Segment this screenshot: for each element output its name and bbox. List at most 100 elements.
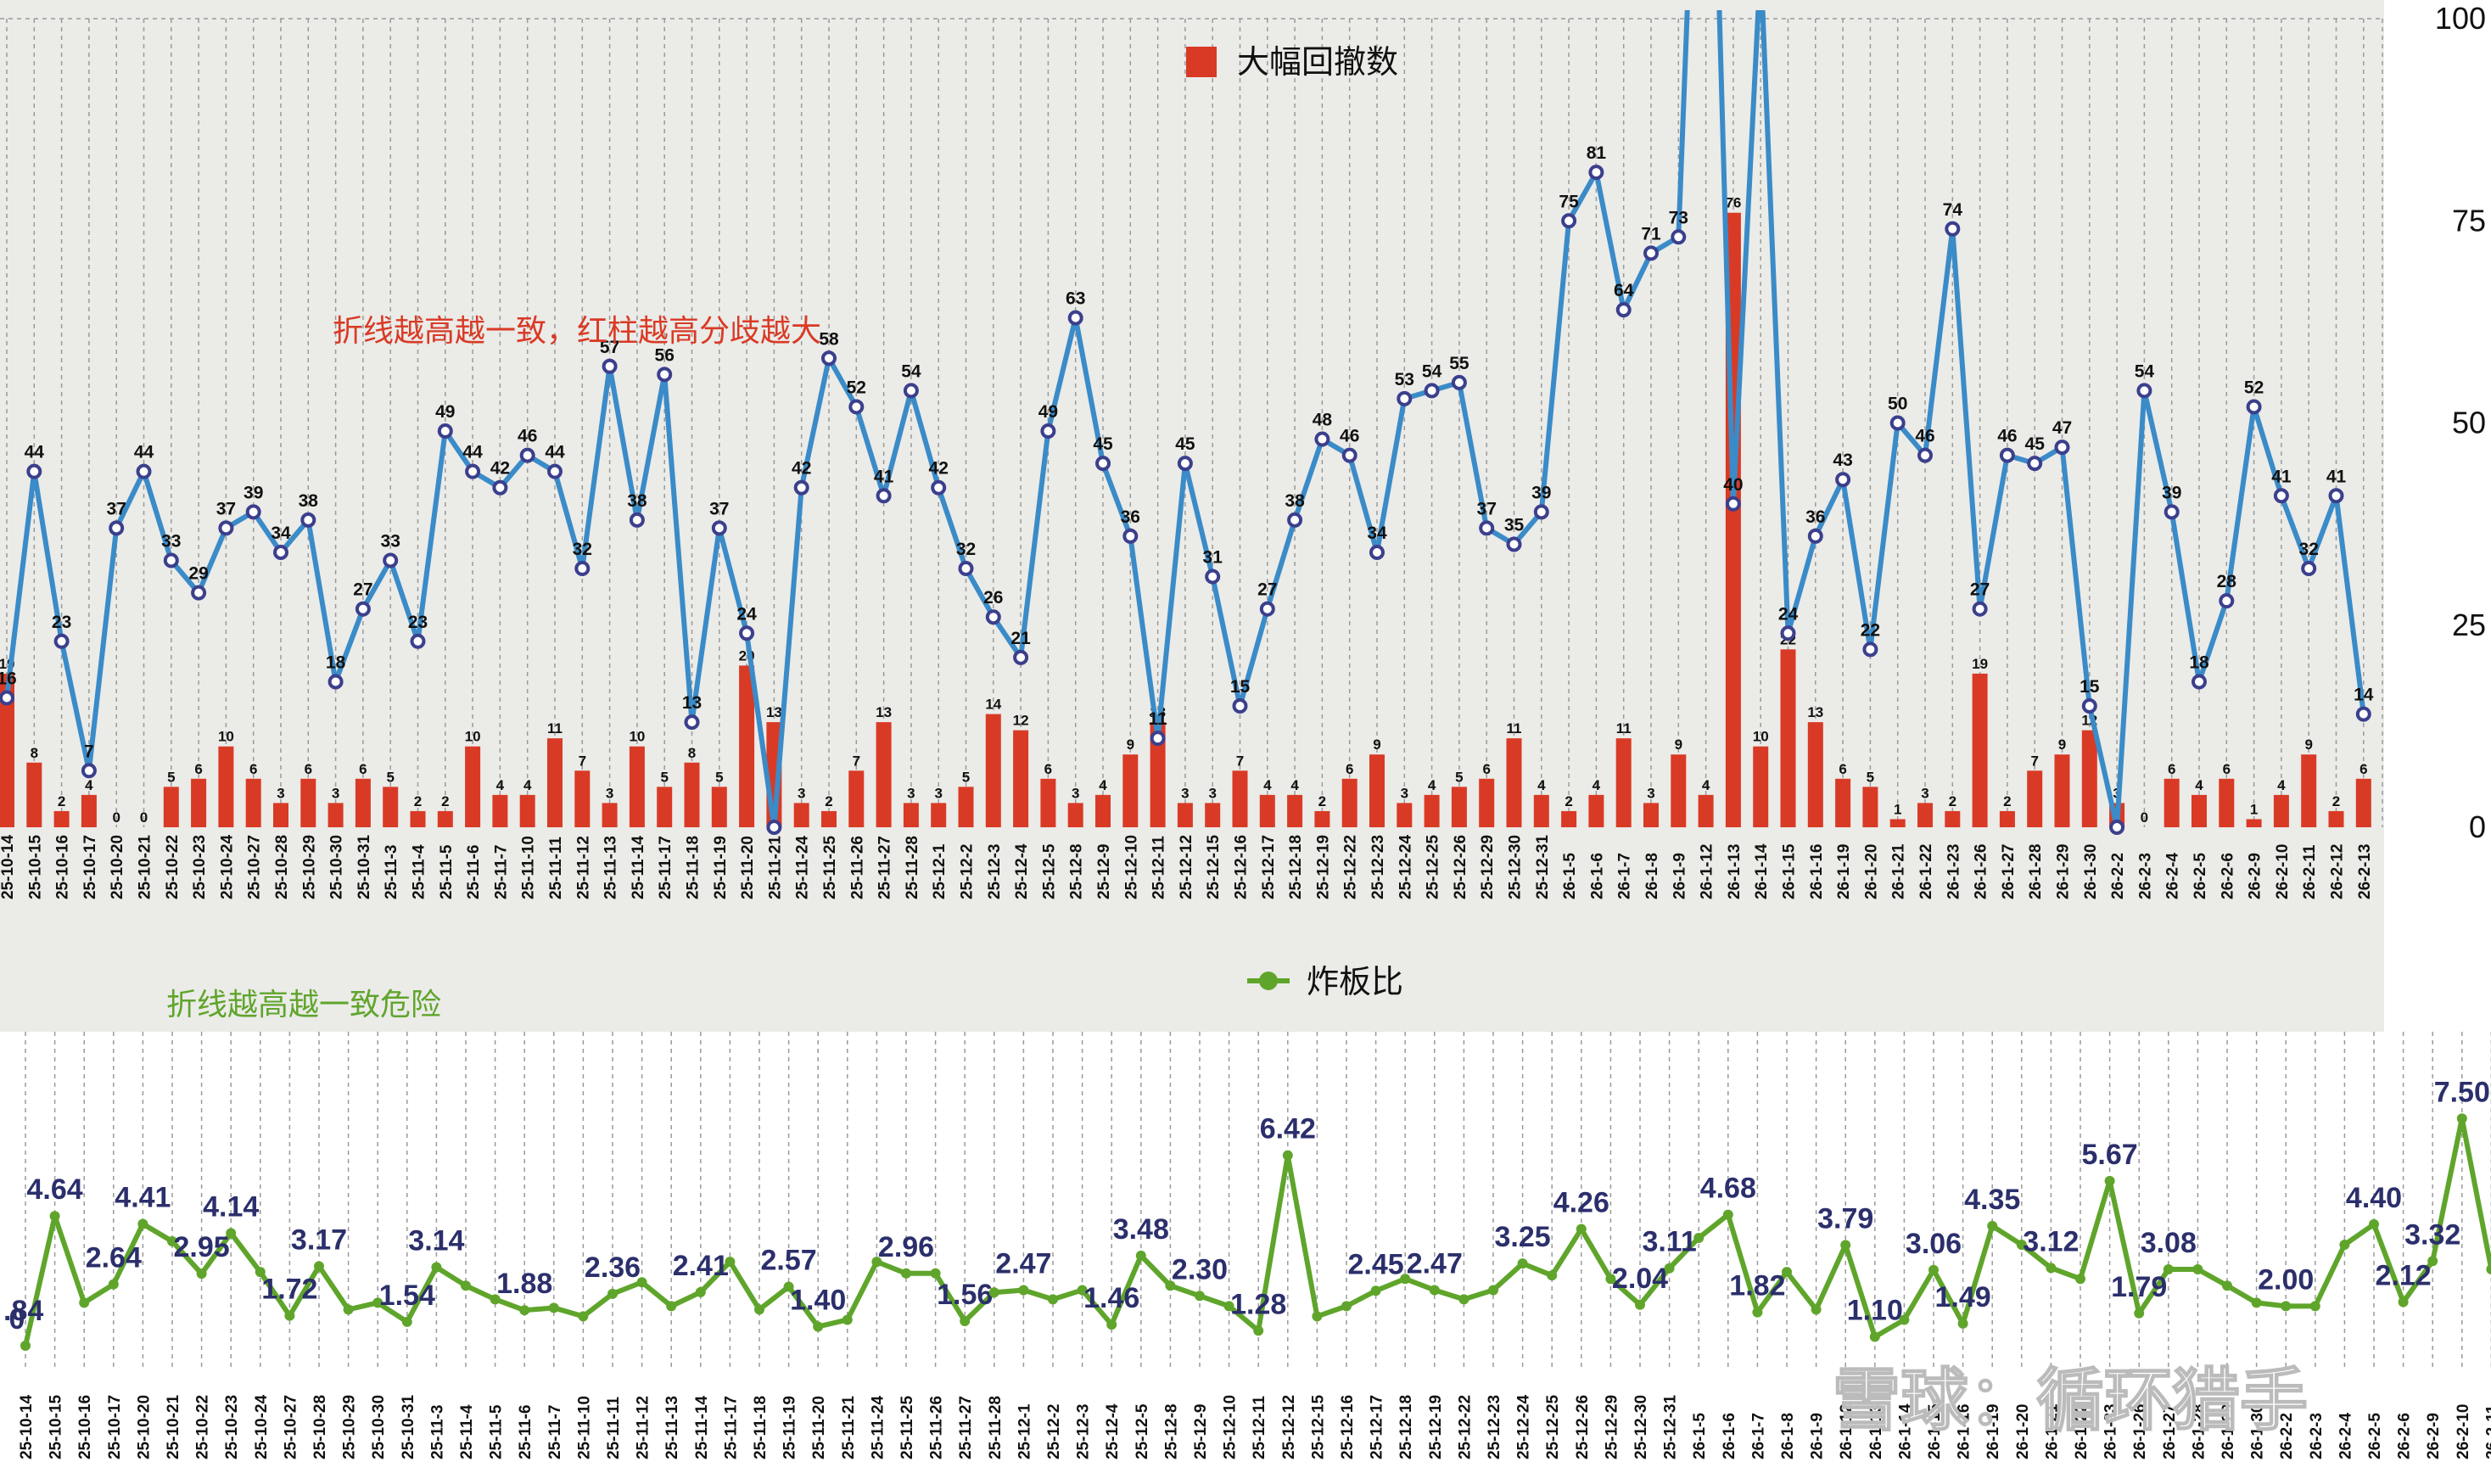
bottom-x-tick-label: 25-12-31	[1662, 1395, 1680, 1459]
line-value-label: 32	[573, 540, 592, 559]
burst-ratio-label: 2.57	[761, 1244, 817, 1276]
line-value-label: 38	[1285, 491, 1305, 511]
bottom-x-tick-label: 25-12-25	[1544, 1395, 1562, 1459]
burst-ratio-point	[1869, 1331, 1880, 1342]
burst-ratio-point	[754, 1304, 764, 1315]
line-marker	[1725, 496, 1741, 512]
x-tick-label: 26-1-8	[1643, 853, 1661, 899]
bottom-x-tick-label: 25-10-28	[311, 1395, 329, 1459]
burst-ratio-point	[2046, 1263, 2057, 1274]
bar-value-label: 4	[1290, 777, 1299, 793]
line-value-label: 27	[1257, 580, 1277, 600]
line-marker	[2109, 820, 2125, 835]
line-value-label: 36	[1121, 507, 1140, 527]
line-value-label: 44	[545, 443, 565, 462]
line-value-label: 43	[1833, 451, 1852, 470]
burst-ratio-point	[2339, 1240, 2350, 1251]
burst-ratio-label: 1.88	[496, 1268, 552, 1300]
bar-value-label: 12	[1013, 713, 1029, 729]
line-value-label: 63	[1066, 289, 1085, 309]
bottom-x-tick-label: 25-10-23	[223, 1395, 241, 1459]
burst-ratio-point	[930, 1268, 941, 1279]
line-value-label: 28	[2217, 572, 2237, 591]
burst-ratio-point	[695, 1286, 706, 1297]
bottom-x-tick-label: 25-12-29	[1603, 1395, 1621, 1459]
line-marker	[136, 463, 152, 479]
line-marker	[1424, 383, 1440, 399]
bar	[26, 762, 42, 827]
bottom-chart-line-series: 0 4.64 2.64 4.412.95 4.14 1.72 3.17 1.54 3.14 1.8…	[3, 1076, 2491, 1351]
line-marker	[1533, 504, 1549, 520]
burst-ratio-point	[607, 1288, 618, 1299]
bottom-x-tick-label: 26-2-4	[2337, 1413, 2354, 1459]
bottom-x-tick-label: 25-10-20	[135, 1395, 153, 1459]
burst-ratio-label: 3.32	[2404, 1218, 2460, 1251]
x-tick-label: 25-11-7	[492, 845, 510, 899]
bottom-x-tick-label: 26-1-5	[1691, 1413, 1709, 1459]
bar	[1479, 778, 1495, 827]
line-value-label: 34	[271, 524, 291, 543]
bar	[1671, 754, 1687, 827]
bottom-x-tick-label: 25-10-14	[18, 1395, 36, 1459]
bar	[1533, 794, 1549, 827]
burst-ratio-point	[1693, 1232, 1705, 1243]
bar-value-label: 3	[1208, 785, 1216, 801]
bottom-x-tick-label: 25-12-30	[1632, 1395, 1650, 1459]
line-marker	[0, 690, 14, 706]
bar	[1999, 810, 2015, 827]
bottom-x-tick-label: 25-11-5	[488, 1404, 506, 1459]
line-value-label: 44	[134, 443, 154, 462]
bar-value-label: 2	[414, 793, 422, 809]
burst-ratio-label: 4.64	[27, 1173, 83, 1206]
bar	[1150, 722, 1166, 827]
bar	[602, 803, 618, 827]
bottom-x-tick-label: 25-12-11	[1251, 1396, 1268, 1459]
bottom-x-tick-label: 25-10-15	[48, 1395, 65, 1459]
bottom-x-tick-label: 25-11-27	[957, 1396, 975, 1459]
burst-ratio-point	[1987, 1220, 1998, 1231]
line-value-label: 45	[1175, 434, 1195, 454]
x-tick-label: 25-11-19	[712, 836, 730, 899]
x-tick-label: 26-2-4	[2164, 853, 2182, 899]
burst-ratio-label: 1.56	[937, 1279, 993, 1311]
bottom-x-tick-label: 25-11-7	[546, 1405, 564, 1459]
line-value-label: 29	[188, 564, 208, 584]
burst-ratio-label: 4.26	[1553, 1187, 1609, 1219]
burst-ratio-label: 3.79	[1817, 1202, 1873, 1235]
burst-ratio-point	[431, 1262, 442, 1273]
bar	[1040, 778, 1056, 827]
bar	[1205, 803, 1221, 827]
bar-value-label: 8	[688, 745, 696, 761]
burst-ratio-point	[548, 1302, 559, 1313]
bar	[519, 794, 535, 827]
bar-value-label: 10	[218, 729, 234, 745]
line-value-label: 54	[2135, 361, 2155, 381]
burst-ratio-label: 0	[9, 1303, 25, 1336]
y-tick-label: 50	[2452, 406, 2486, 440]
line-value-label: 37	[709, 499, 729, 518]
burst-ratio-label: 4.40	[2346, 1182, 2402, 1214]
burst-ratio-point	[343, 1304, 354, 1315]
line-value-label: 15	[1230, 677, 1251, 697]
burst-ratio-label: 3.12	[2023, 1225, 2079, 1257]
burst-ratio-label: 2.41	[673, 1250, 729, 1282]
line-value-label: 52	[847, 378, 866, 397]
x-tick-label: 26-1-30	[2082, 844, 2100, 900]
burst-ratio-label: 6.42	[1260, 1113, 1316, 1145]
bar-value-label: 5	[1455, 769, 1463, 785]
x-tick-label: 25-10-22	[164, 835, 182, 899]
bar-value-label: 19	[1972, 656, 1988, 672]
x-tick-label: 25-11-27	[876, 836, 894, 899]
burst-ratio-point	[284, 1310, 295, 1321]
bottom-x-tick-label: 25-12-12	[1280, 1395, 1298, 1459]
burst-ratio-label: 7.50	[2434, 1076, 2490, 1108]
burst-ratio-label: 5.67	[2082, 1139, 2138, 1171]
x-tick-label: 26-2-10	[2274, 844, 2292, 900]
bar	[1506, 738, 1522, 827]
burst-ratio-point	[2251, 1297, 2262, 1308]
bottom-x-tick-label: 26-1-14	[1896, 1403, 1914, 1459]
burst-ratio-point	[842, 1314, 853, 1325]
burst-ratio-label: 2.45	[1348, 1248, 1404, 1280]
bar-value-label: 3	[934, 785, 942, 801]
bar	[1232, 770, 1248, 827]
